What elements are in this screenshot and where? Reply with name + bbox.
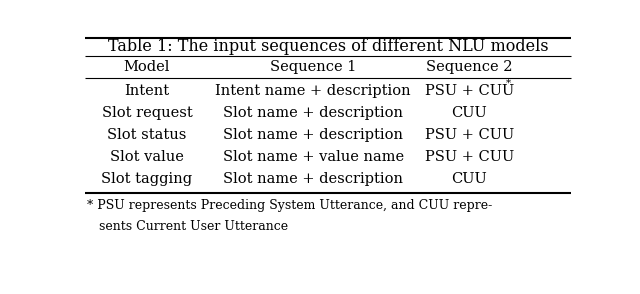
Text: Slot name + description: Slot name + description [223, 172, 403, 186]
Text: Model: Model [124, 59, 170, 74]
Text: Slot value: Slot value [110, 150, 184, 164]
Text: PSU + CUU: PSU + CUU [425, 84, 514, 98]
Text: Slot name + description: Slot name + description [223, 106, 403, 120]
Text: Slot name + value name: Slot name + value name [223, 150, 404, 164]
Text: PSU + CUU: PSU + CUU [425, 150, 514, 164]
Text: Intent name + description: Intent name + description [215, 84, 411, 98]
Text: PSU + CUU: PSU + CUU [425, 128, 514, 142]
Text: Table 1: The input sequences of different NLU models: Table 1: The input sequences of differen… [108, 38, 548, 55]
Text: * PSU represents Preceding System Utterance, and CUU repre-: * PSU represents Preceding System Uttera… [88, 198, 493, 212]
Text: Sequence 2: Sequence 2 [426, 59, 513, 74]
Text: Slot status: Slot status [108, 128, 187, 142]
Text: Intent: Intent [124, 84, 170, 98]
Text: *: * [506, 79, 511, 88]
Text: Slot request: Slot request [102, 106, 193, 120]
Text: Sequence 1: Sequence 1 [270, 59, 356, 74]
Text: Slot tagging: Slot tagging [101, 172, 193, 186]
Text: Slot name + description: Slot name + description [223, 128, 403, 142]
Text: sents Current User Utterance: sents Current User Utterance [99, 220, 288, 233]
Text: CUU: CUU [451, 106, 487, 120]
Text: CUU: CUU [451, 172, 487, 186]
